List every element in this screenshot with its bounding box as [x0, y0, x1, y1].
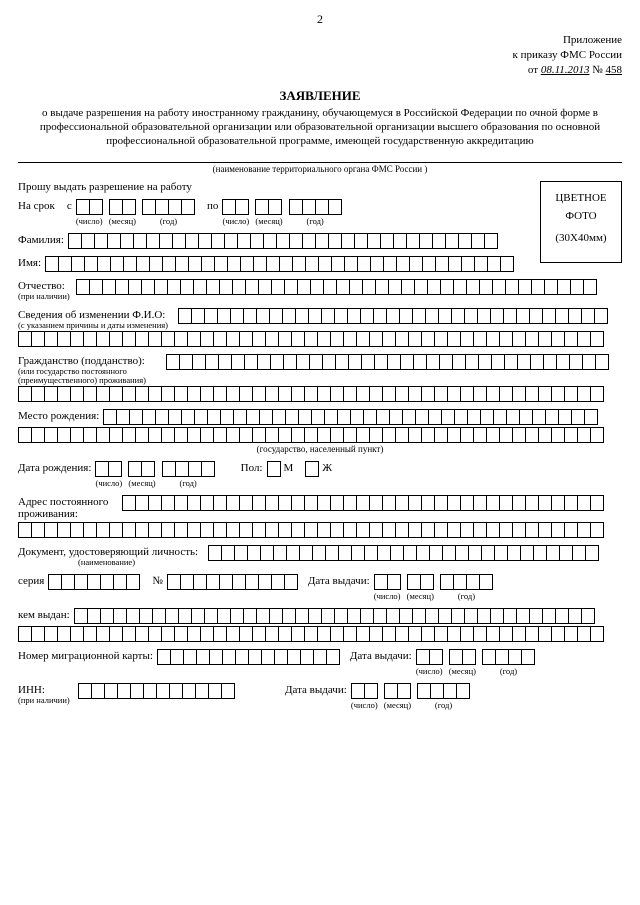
address-cells-2[interactable]	[18, 522, 604, 538]
inn-hint: (при наличии)	[18, 696, 74, 705]
issued-by-cells-1[interactable]	[74, 608, 595, 624]
address-l2: проживания:	[18, 508, 118, 520]
issue-date-month-3[interactable]	[384, 683, 411, 699]
issue-date-month-2[interactable]	[449, 649, 476, 665]
term-to: по	[195, 199, 222, 212]
term-from-month[interactable]	[109, 199, 136, 215]
issued-by-cells-2[interactable]	[18, 626, 604, 642]
citizenship-cells-2[interactable]	[18, 386, 604, 402]
issue-date-label-3: Дата выдачи:	[235, 683, 351, 696]
migr-card-label: Номер миграционной карты:	[18, 649, 157, 662]
citizenship-cells-1[interactable]	[166, 354, 609, 370]
issue-date-year-1[interactable]	[440, 574, 493, 590]
inn-cells[interactable]	[78, 683, 235, 699]
issue-date-day-2[interactable]	[416, 649, 443, 665]
term-to-month[interactable]	[255, 199, 282, 215]
appendix-line2: к приказу ФМС России	[18, 48, 622, 63]
citizenship-hint2: (преимущественного) проживания)	[18, 376, 162, 385]
issue-date-day-1[interactable]	[374, 574, 401, 590]
surname-label: Фамилия:	[18, 233, 68, 246]
id-doc-hint: (наименование)	[18, 558, 204, 567]
term-to-year[interactable]	[289, 199, 342, 215]
term-from: с	[59, 199, 76, 212]
migr-card-cells[interactable]	[157, 649, 340, 665]
sex-label: Пол:	[215, 461, 267, 474]
fio-change-cells-1[interactable]	[178, 308, 608, 324]
issue-date-year-2[interactable]	[482, 649, 535, 665]
photo-box: ЦВЕТНОЕ ФОТО (30X40мм)	[540, 181, 622, 263]
id-doc-cells[interactable]	[208, 545, 599, 561]
surname-cells[interactable]	[68, 233, 498, 249]
org-line	[18, 162, 622, 163]
form-subtitle: о выдаче разрешения на работу иностранно…	[38, 106, 602, 149]
fio-change-hint: (с указанием причины и даты изменения)	[18, 321, 174, 330]
issue-date-month-1[interactable]	[407, 574, 434, 590]
issue-date-label-1: Дата выдачи:	[298, 574, 374, 587]
patronymic-hint: (при наличии)	[18, 292, 72, 301]
term-to-day[interactable]	[222, 199, 249, 215]
appendix-date: 08.11.2013	[541, 64, 590, 76]
term-label: На срок	[18, 199, 59, 212]
cap-y: (год)	[142, 216, 195, 226]
number-cells[interactable]	[167, 574, 298, 590]
request-line: Прошу выдать разрешение на работу	[18, 181, 534, 193]
fio-change-cells-2[interactable]	[18, 331, 604, 347]
term-from-day[interactable]	[76, 199, 103, 215]
birthdate-year[interactable]	[162, 461, 215, 477]
term-row: На срок с (число) (месяц) (год) по (числ…	[18, 199, 534, 226]
sex-m: М	[281, 461, 306, 474]
photo-l3: (30X40мм)	[541, 230, 621, 248]
photo-l1: ЦВЕТНОЕ	[541, 190, 621, 208]
birthplace-cells-2[interactable]	[18, 427, 604, 443]
sex-f: Ж	[319, 461, 332, 474]
term-from-year[interactable]	[142, 199, 195, 215]
issue-date-year-3[interactable]	[417, 683, 470, 699]
birthplace-cells-1[interactable]	[103, 409, 598, 425]
birthplace-label: Место рождения:	[18, 409, 103, 422]
appendix-line1: Приложение	[18, 33, 622, 48]
sex-f-box[interactable]	[305, 461, 319, 477]
appendix-block: Приложение к приказу ФМС России от 08.11…	[18, 33, 622, 78]
number-label: №	[140, 574, 167, 587]
address-l1: Адрес постоянного	[18, 496, 118, 508]
series-label: серия	[18, 574, 48, 587]
address-cells-1[interactable]	[122, 495, 604, 511]
form-title: ЗАЯВЛЕНИЕ	[18, 88, 622, 104]
appendix-line3: от 08.11.2013 № 458	[18, 63, 622, 78]
name-cells[interactable]	[45, 256, 514, 272]
birthdate-month[interactable]	[128, 461, 155, 477]
issued-by-label: кем выдан:	[18, 608, 74, 621]
appendix-number: 458	[606, 64, 623, 76]
patronymic-cells[interactable]	[76, 279, 597, 295]
sex-m-box[interactable]	[267, 461, 281, 477]
birthdate-label: Дата рождения:	[18, 461, 95, 474]
series-cells[interactable]	[48, 574, 140, 590]
birthplace-hint: (государство, населенный пункт)	[18, 444, 622, 454]
cap-m: (месяц)	[109, 216, 136, 226]
name-label: Имя:	[18, 256, 45, 269]
photo-l2: ФОТО	[541, 208, 621, 226]
birthdate-day[interactable]	[95, 461, 122, 477]
org-hint: (наименование территориального органа ФМ…	[18, 164, 622, 174]
cap-d: (число)	[76, 216, 103, 226]
issue-date-day-3[interactable]	[351, 683, 378, 699]
issue-date-label-2: Дата выдачи:	[340, 649, 416, 662]
page-number: 2	[18, 12, 622, 27]
